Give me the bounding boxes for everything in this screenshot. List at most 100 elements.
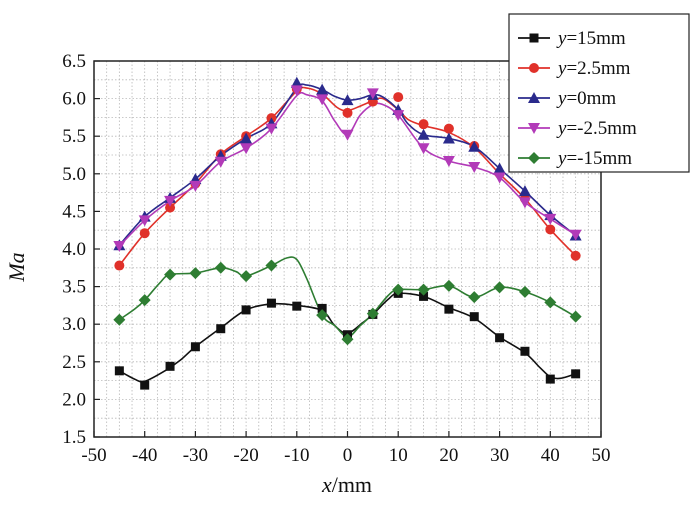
legend-label: y=15mm	[556, 28, 626, 49]
legend-marker	[528, 92, 540, 103]
x-tick-label: -20	[233, 445, 258, 466]
data-point	[216, 324, 226, 334]
data-point	[442, 279, 455, 292]
data-point	[366, 88, 379, 100]
data-point	[468, 291, 481, 304]
data-point	[417, 128, 430, 140]
data-point	[138, 215, 151, 227]
y-tick-label: 2.0	[62, 389, 86, 410]
legend-label-value: =0mm	[566, 88, 616, 109]
data-point	[518, 197, 531, 209]
data-point	[418, 119, 429, 130]
data-point	[139, 228, 150, 239]
data-point	[518, 185, 531, 197]
axis-ticks: -50 -40 -30 -20 -10 0 10 20 30 40 50 1.5 2.0 2.5 3.0 3.…	[62, 51, 610, 466]
data-point	[468, 162, 481, 174]
x-tick-label: -40	[132, 445, 157, 466]
x-tick-label: 20	[439, 445, 458, 466]
data-point	[493, 281, 506, 294]
data-point	[417, 143, 430, 155]
data-point	[138, 294, 151, 307]
x-tick-label: -50	[81, 445, 106, 466]
data-point	[266, 298, 276, 308]
data-point	[545, 224, 556, 235]
data-point	[290, 76, 303, 88]
data-point	[493, 172, 506, 184]
data-point	[468, 140, 481, 152]
x-axis-title-unit: /mm	[332, 472, 372, 497]
data-point	[493, 162, 506, 174]
x-tick-label: 10	[389, 445, 408, 466]
data-point	[341, 333, 354, 346]
data-point	[265, 259, 278, 272]
data-point	[520, 346, 530, 356]
data-point	[442, 156, 455, 168]
data-point	[544, 296, 557, 309]
x-tick-label: -30	[183, 445, 208, 466]
data-point	[189, 180, 202, 192]
y-axis-title: Ma	[4, 252, 29, 282]
legend-label-value: =2.5mm	[566, 58, 630, 79]
y-tick-label: 5.5	[62, 126, 86, 147]
data-point	[241, 305, 251, 315]
legend-marker	[528, 123, 540, 134]
data-point	[342, 107, 353, 118]
x-tick-label: 50	[592, 445, 611, 466]
y-tick-label: 3.0	[62, 314, 86, 335]
legend-label-var: y	[556, 58, 567, 79]
data-point	[165, 202, 176, 213]
data-point	[518, 285, 531, 298]
data-point	[366, 307, 379, 320]
data-point	[316, 83, 329, 95]
data-point	[190, 342, 200, 352]
data-point	[113, 240, 126, 252]
data-point	[569, 310, 582, 323]
data-point	[571, 369, 581, 379]
data-point	[443, 123, 454, 134]
data-point	[240, 270, 253, 283]
legend-label-value: =-2.5mm	[566, 118, 637, 139]
data-point	[214, 156, 227, 168]
data-point	[417, 283, 430, 296]
y-tick-label: 4.5	[62, 201, 86, 222]
legend-label-value: =-15mm	[566, 148, 632, 169]
y-tick-label: 3.5	[62, 277, 86, 298]
data-point	[164, 268, 177, 281]
data-point	[140, 380, 150, 390]
data-point	[419, 291, 429, 301]
legend-label-var: y	[556, 28, 567, 49]
data-point	[495, 333, 505, 343]
legend-label: y=-2.5mm	[556, 118, 637, 139]
data-point	[545, 374, 555, 384]
data-point	[113, 313, 126, 326]
x-axis-title-var: x	[321, 472, 332, 497]
legend-label: y=-15mm	[556, 148, 632, 169]
data-point	[317, 303, 327, 313]
x-tick-label: 30	[490, 445, 509, 466]
y-tick-label: 6.5	[62, 51, 86, 72]
y-tick-label: 5.0	[62, 164, 86, 185]
y-tick-label: 2.5	[62, 352, 86, 373]
legend-label-value: =15mm	[566, 28, 625, 49]
data-point	[469, 312, 479, 322]
data-point	[569, 229, 582, 241]
data-point	[392, 283, 405, 296]
legend-label-var: y	[556, 148, 567, 169]
data-point	[114, 260, 125, 271]
data-point	[393, 92, 404, 103]
y-tick-label: 1.5	[62, 427, 86, 448]
y-tick-label: 6.0	[62, 89, 86, 110]
legend-marker	[529, 33, 539, 43]
data-point	[265, 123, 278, 135]
data-point	[570, 250, 581, 261]
data-point	[114, 366, 124, 376]
x-axis-title: x/mm	[321, 472, 372, 497]
legend-marker	[529, 63, 539, 73]
legend-label: y=2.5mm	[556, 58, 631, 79]
data-point	[392, 110, 405, 122]
y-tick-label: 4.0	[62, 239, 86, 260]
